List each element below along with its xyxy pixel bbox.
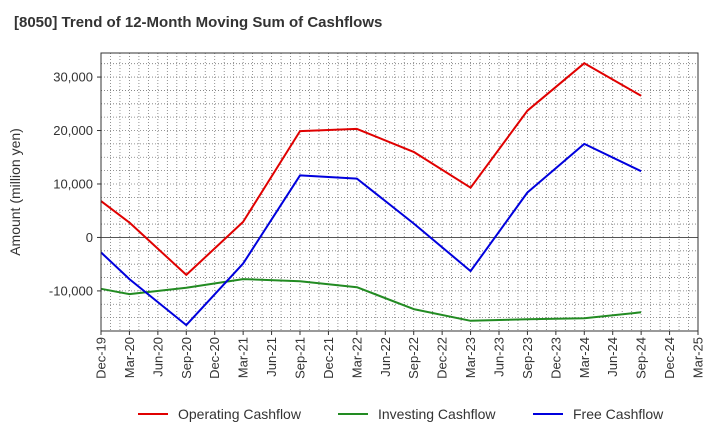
- chart-title: [8050] Trend of 12-Month Moving Sum of C…: [14, 14, 383, 31]
- x-tick-label: Dec-23: [548, 337, 563, 379]
- x-tick-label: Jun-21: [264, 337, 279, 377]
- x-tick-label: Sep-23: [520, 337, 535, 379]
- x-tick-label: Mar-23: [463, 337, 478, 378]
- y-tick-label: 30,000: [53, 70, 93, 85]
- x-tick-label: Mar-22: [349, 337, 364, 378]
- x-tick-label: Jun-23: [492, 337, 507, 377]
- legend-label: Operating Cashflow: [178, 406, 302, 422]
- x-tick-label: Dec-24: [662, 337, 677, 379]
- x-tick-label: Sep-21: [293, 337, 308, 379]
- y-tick-labels: -10,000 0 10,000 20,000 30,000: [49, 70, 101, 298]
- x-tick-label: Jun-24: [605, 337, 620, 377]
- series-line-2: [100, 142, 642, 327]
- legend-label: Investing Cashflow: [378, 406, 496, 422]
- y-tick-label: 10,000: [53, 176, 93, 191]
- x-tick-labels: Dec-19 Mar-20 Jun-20 Sep-20 Dec-20 Mar-21 Jun-…: [94, 331, 706, 379]
- x-tick-label: Dec-20: [207, 337, 222, 379]
- legend: Operating Cashflow Investing Cashflow Free…: [138, 406, 664, 422]
- x-tick-label: Mar-25: [691, 337, 706, 378]
- y-tick-label: 0: [86, 230, 93, 245]
- x-tick-label: Dec-21: [321, 337, 336, 379]
- x-tick-label: Sep-24: [634, 337, 649, 379]
- x-tick-label: Jun-22: [378, 337, 393, 377]
- y-tick-label: -10,000: [49, 283, 93, 298]
- x-tick-label: Mar-20: [122, 337, 137, 378]
- series-line-0: [100, 62, 642, 276]
- x-tick-label: Sep-22: [406, 337, 421, 379]
- x-tick-label: Sep-20: [179, 337, 194, 379]
- x-tick-label: Mar-24: [577, 337, 592, 378]
- grid-lines: [100, 53, 699, 332]
- x-tick-label: Mar-21: [236, 337, 251, 378]
- x-tick-label: Dec-22: [435, 337, 450, 379]
- series-lines: [100, 62, 642, 327]
- series-line-1: [100, 278, 642, 322]
- y-axis-label: Amount (million yen): [7, 128, 23, 256]
- x-tick-label: Dec-19: [94, 337, 109, 379]
- y-tick-label: 20,000: [53, 123, 93, 138]
- x-tick-label: Jun-20: [150, 337, 165, 377]
- plot-frame: [100, 52, 699, 332]
- legend-label: Free Cashflow: [573, 406, 664, 422]
